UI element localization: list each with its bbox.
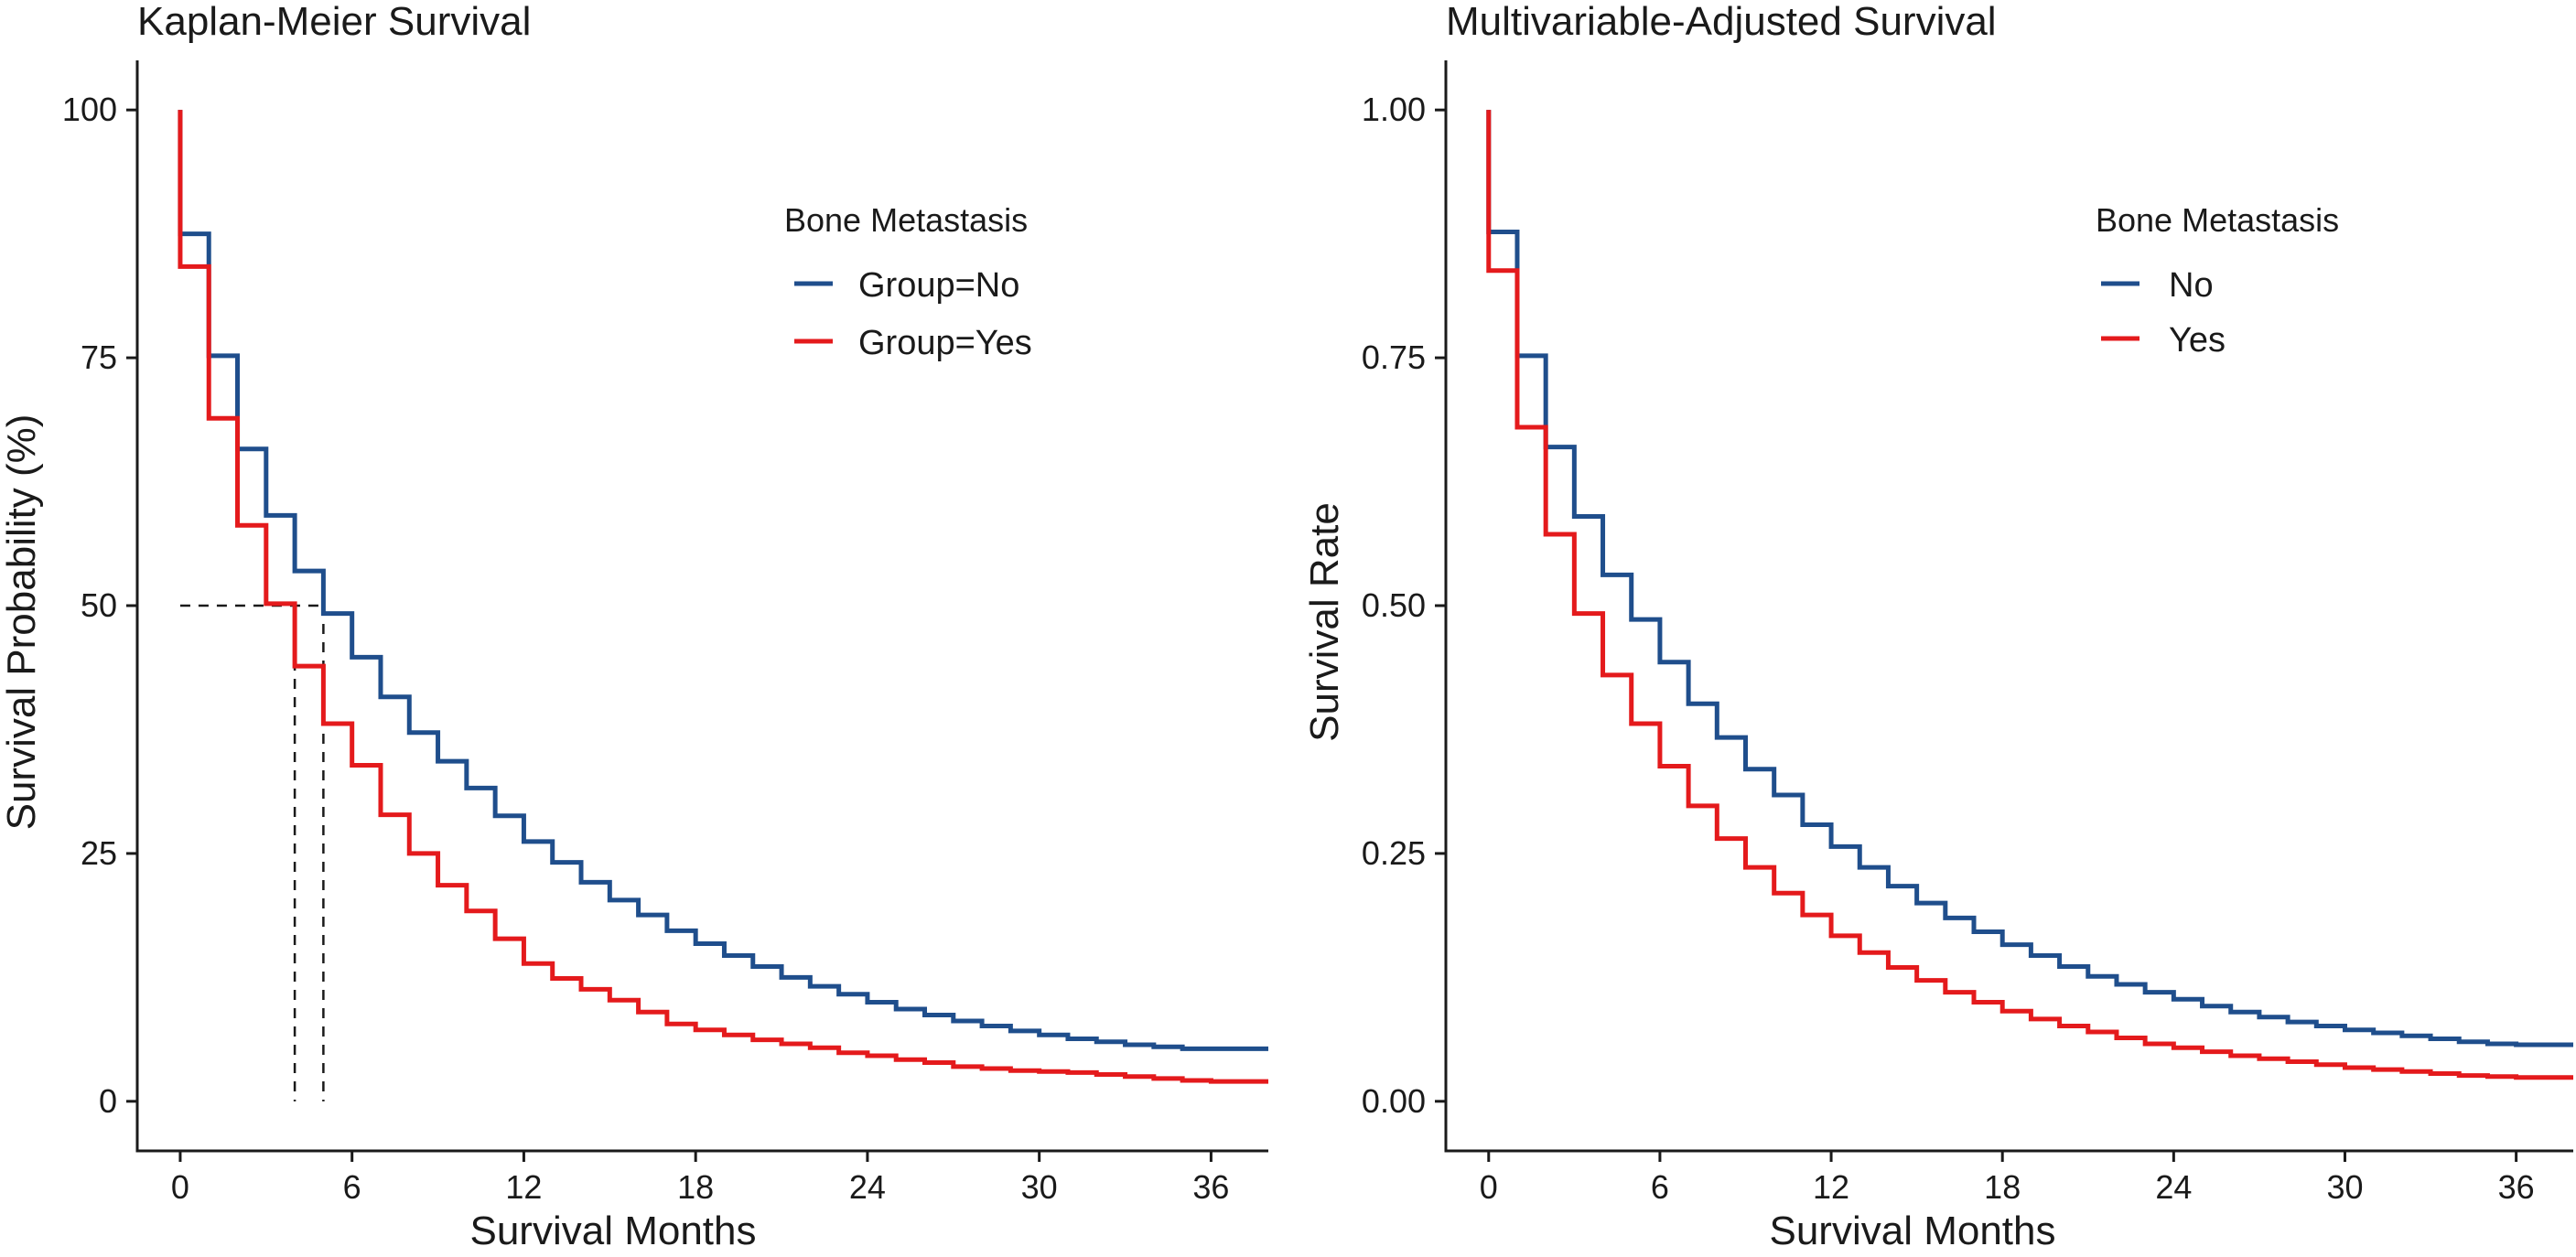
adjusted-legend-label-no: No	[2169, 266, 2214, 305]
adjusted-y-tick-label: 0.00	[1362, 1082, 1426, 1120]
km-series-line-yes	[178, 110, 1268, 1084]
km-x-tick-label: 6	[343, 1168, 361, 1206]
adjusted-y-tick-label: 1.00	[1362, 91, 1426, 128]
adjusted-x-tick-label: 30	[2326, 1168, 2363, 1206]
adjusted-series	[1486, 110, 2573, 1080]
km-y-tick-label: 50	[81, 586, 117, 624]
adjusted-y-tick-label: 0.25	[1362, 834, 1426, 872]
adjusted-legend-label-yes: Yes	[2169, 321, 2226, 360]
adjusted-x-axis-title: Survival Months	[1769, 1209, 2055, 1253]
km-x-tick-label: 24	[849, 1168, 886, 1206]
adjusted-legend-title: Bone Metastasis	[2096, 201, 2339, 239]
adjusted-title: Multivariable-Adjusted Survival	[1446, 0, 1997, 44]
km-y-ticks: 0 25 50 75 100	[62, 91, 137, 1120]
km-legend-label-no: Group=No	[858, 266, 1019, 305]
adjusted-legend: Bone Metastasis No Yes	[2096, 201, 2339, 360]
km-x-tick-label: 18	[677, 1168, 714, 1206]
adjusted-x-tick-label: 0	[1480, 1168, 1498, 1206]
adjusted-y-tick-label: 0.75	[1362, 338, 1426, 376]
km-y-tick-label: 25	[81, 834, 117, 872]
adjusted-x-ticks: 0 6 12 18 24 30 36	[1480, 1151, 2535, 1206]
km-x-tick-label: 30	[1021, 1168, 1058, 1206]
adjusted-x-tick-label: 24	[2155, 1168, 2192, 1206]
km-x-axis-title: Survival Months	[469, 1209, 756, 1253]
km-y-tick-label: 0	[99, 1082, 117, 1120]
adjusted-y-ticks: 0.00 0.25 0.50 0.75 1.00	[1362, 91, 1446, 1120]
adjusted-x-tick-label: 36	[2498, 1168, 2535, 1206]
adjusted-x-tick-label: 6	[1651, 1168, 1669, 1206]
km-legend: Bone Metastasis Group=No Group=Yes	[784, 201, 1032, 362]
km-panel: Kaplan-Meier Survival Survival Months Su…	[0, 0, 1268, 1253]
km-y-tick-label: 75	[81, 338, 117, 376]
adjusted-x-tick-label: 18	[1984, 1168, 2021, 1206]
adjusted-y-tick-label: 0.50	[1362, 586, 1426, 624]
adjusted-x-tick-label: 12	[1813, 1168, 1849, 1206]
km-legend-label-yes: Group=Yes	[858, 324, 1032, 362]
km-axes	[135, 60, 1268, 1153]
km-series-line-no	[178, 110, 1268, 1051]
km-title: Kaplan-Meier Survival	[137, 0, 531, 44]
km-x-tick-label: 0	[171, 1168, 189, 1206]
adjusted-series-line-yes	[1486, 110, 2573, 1080]
km-y-axis-title: Survival Probability (%)	[0, 414, 44, 831]
km-series	[178, 110, 1268, 1084]
km-x-ticks: 0 6 12 18 24 30 36	[171, 1151, 1229, 1206]
adjusted-panel: Multivariable-Adjusted Survival Survival…	[1302, 0, 2573, 1253]
km-x-tick-label: 36	[1192, 1168, 1229, 1206]
km-legend-title: Bone Metastasis	[784, 201, 1028, 239]
adjusted-y-axis-title: Survival Rate	[1302, 502, 1347, 742]
km-y-tick-label: 100	[62, 91, 117, 128]
adjusted-axes	[1444, 60, 2573, 1153]
km-x-tick-label: 12	[505, 1168, 542, 1206]
adjusted-series-line-no	[1486, 110, 2573, 1048]
km-median-reference	[179, 604, 325, 1101]
